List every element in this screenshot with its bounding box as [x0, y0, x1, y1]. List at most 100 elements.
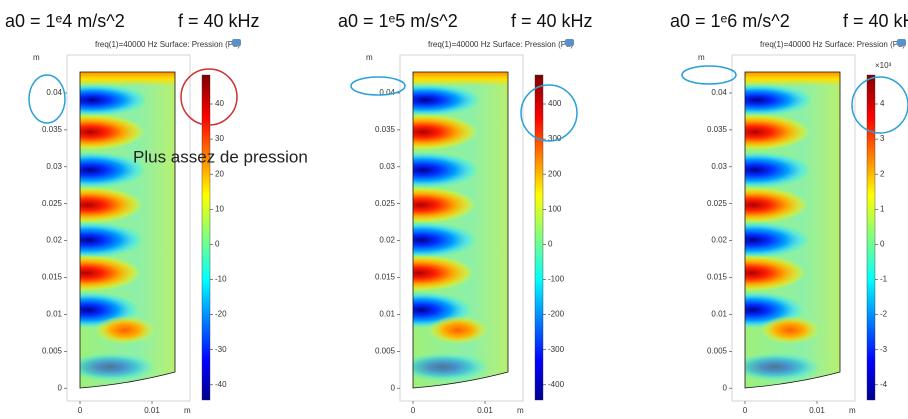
heading-f: f = 40 kHz — [843, 11, 908, 31]
y-tick-label: 0.02 — [46, 236, 62, 245]
highlight-circle — [681, 65, 737, 85]
y-tick-label: 0 — [391, 383, 396, 392]
colorbar-tick-label: -100 — [548, 275, 565, 284]
y-tick-label: 0.02 — [379, 236, 395, 245]
y-tick-label: 0.025 — [42, 199, 63, 208]
y-tick-label: 0.015 — [707, 273, 728, 282]
colorbar-tick-label: 0 — [880, 240, 885, 249]
y-tick-label: 0 — [723, 383, 728, 392]
colorbar-tick-label: -300 — [548, 345, 565, 354]
colorbar-tick-label: -4 — [880, 380, 888, 389]
y-tick-label: 0.03 — [46, 162, 62, 171]
colorbar-tick-label: 100 — [548, 204, 562, 213]
x-tick-label: 0.01 — [477, 406, 493, 415]
highlight-circle — [851, 76, 908, 134]
y-tick-label: 0.035 — [375, 125, 396, 134]
y-tick-label: 0.025 — [707, 199, 728, 208]
highlight-circle — [28, 74, 66, 124]
colorbar-tick-label: -2 — [880, 310, 888, 319]
y-tick-label: 0.04 — [46, 88, 62, 97]
plot-frame — [731, 54, 856, 402]
camera-icon — [897, 39, 906, 46]
colorbar-tick-label: 300 — [548, 134, 562, 143]
y-tick-label: 0.01 — [711, 310, 727, 319]
plot-title: freq(1)=40000 Hz Surface: Pression (Pa) — [760, 40, 906, 49]
colorbar-tick-label: -1 — [880, 275, 888, 284]
panels: a0 = 1ᵉ4 m/s^2 f = 40 kHz freq(1)=40000 Hz… — [5, 11, 908, 415]
y-tick-label: 0.025 — [375, 199, 396, 208]
y-tick-label: 0.005 — [375, 346, 396, 355]
colorbar-tick-label: 1 — [880, 204, 885, 213]
y-tick-label: 0.04 — [711, 88, 727, 97]
colorbar-tick-label: 2 — [880, 169, 885, 178]
x-unit: m — [849, 406, 856, 415]
colorbar-tick-label: 4 — [880, 99, 885, 108]
colorbar-tick-label: -3 — [880, 345, 888, 354]
colorbar-tick-label: 0 — [215, 240, 220, 249]
plot-title: freq(1)=40000 Hz Surface: Pression (Pa) — [428, 40, 574, 49]
colorbar-tick-label: 3 — [880, 134, 885, 143]
colorbar-tick-label: 30 — [215, 134, 224, 143]
x-unit: m — [184, 406, 191, 415]
camera-icon — [565, 39, 574, 46]
colorbar-tick-label: -30 — [215, 345, 227, 354]
y-tick-label: 0.01 — [46, 310, 62, 319]
colorbar-tick-label: -200 — [548, 310, 565, 319]
colorbar-tick-label: 40 — [215, 99, 224, 108]
y-unit: m — [33, 53, 40, 62]
y-tick-label: 0.015 — [42, 273, 63, 282]
colorbar-tick-label: -10 — [215, 275, 227, 284]
pressure-field — [364, 72, 508, 388]
y-tick-label: 0.04 — [379, 88, 395, 97]
annotation: Plus assez de pression — [133, 147, 308, 166]
x-tick-label: 0.01 — [144, 406, 160, 415]
panel: a0 = 1ᵉ4 m/s^2 f = 40 kHz freq(1)=40000 Hz… — [5, 11, 260, 415]
colorbar-exponent: ×10³ — [875, 61, 892, 70]
y-tick-label: 0.005 — [42, 346, 63, 355]
colorbar-tick-label: 10 — [215, 204, 224, 213]
colorbar — [201, 74, 211, 401]
x-tick-label: 0.01 — [809, 406, 825, 415]
panel: a0 = 1ᵉ6 m/s^2 f = 40 kHz freq(1)=40000 Hz… — [670, 11, 908, 415]
y-tick-label: 0.005 — [707, 346, 728, 355]
x-unit: m — [517, 406, 524, 415]
highlight-circle — [180, 68, 238, 126]
pressure-field — [696, 72, 840, 388]
colorbar — [534, 74, 544, 401]
y-tick-label: 0.01 — [379, 310, 395, 319]
y-tick-label: 0.035 — [707, 125, 728, 134]
y-unit: m — [366, 53, 373, 62]
colorbar-tick-label: -20 — [215, 310, 227, 319]
y-tick-label: 0 — [58, 383, 63, 392]
colorbar-tick-label: 20 — [215, 169, 224, 178]
heading-a: a0 = 1ᵉ5 m/s^2 — [338, 11, 458, 31]
colorbar-tick-label: 0 — [548, 240, 553, 249]
colorbar-tick-label: 400 — [548, 99, 562, 108]
plot-frame — [399, 54, 524, 402]
panel: a0 = 1ᵉ5 m/s^2 f = 40 kHz freq(1)=40000 Hz… — [338, 11, 593, 415]
highlight-circle — [350, 76, 406, 96]
highlight-circle — [520, 84, 578, 142]
y-tick-label: 0.015 — [375, 273, 396, 282]
camera-icon — [232, 39, 241, 46]
colorbar-tick-label: -40 — [215, 380, 227, 389]
heading-f: f = 40 kHz — [178, 11, 260, 31]
x-tick-label: 0 — [78, 406, 83, 415]
y-tick-label: 0.03 — [711, 162, 727, 171]
x-tick-label: 0 — [411, 406, 416, 415]
plot-title: freq(1)=40000 Hz Surface: Pression (Pa) — [95, 40, 241, 49]
y-tick-label: 0.035 — [42, 125, 63, 134]
y-tick-label: 0.03 — [379, 162, 395, 171]
y-unit: m — [698, 53, 705, 62]
colorbar — [866, 74, 876, 401]
heading-a: a0 = 1ᵉ4 m/s^2 — [5, 11, 125, 31]
x-tick-label: 0 — [743, 406, 748, 415]
heading-f: f = 40 kHz — [511, 11, 593, 31]
heading-a: a0 = 1ᵉ6 m/s^2 — [670, 11, 790, 31]
plot-frame — [66, 54, 191, 402]
colorbar-tick-label: 200 — [548, 169, 562, 178]
pressure-field — [31, 72, 175, 388]
y-tick-label: 0.02 — [711, 236, 727, 245]
colorbar-tick-label: -400 — [548, 380, 565, 389]
